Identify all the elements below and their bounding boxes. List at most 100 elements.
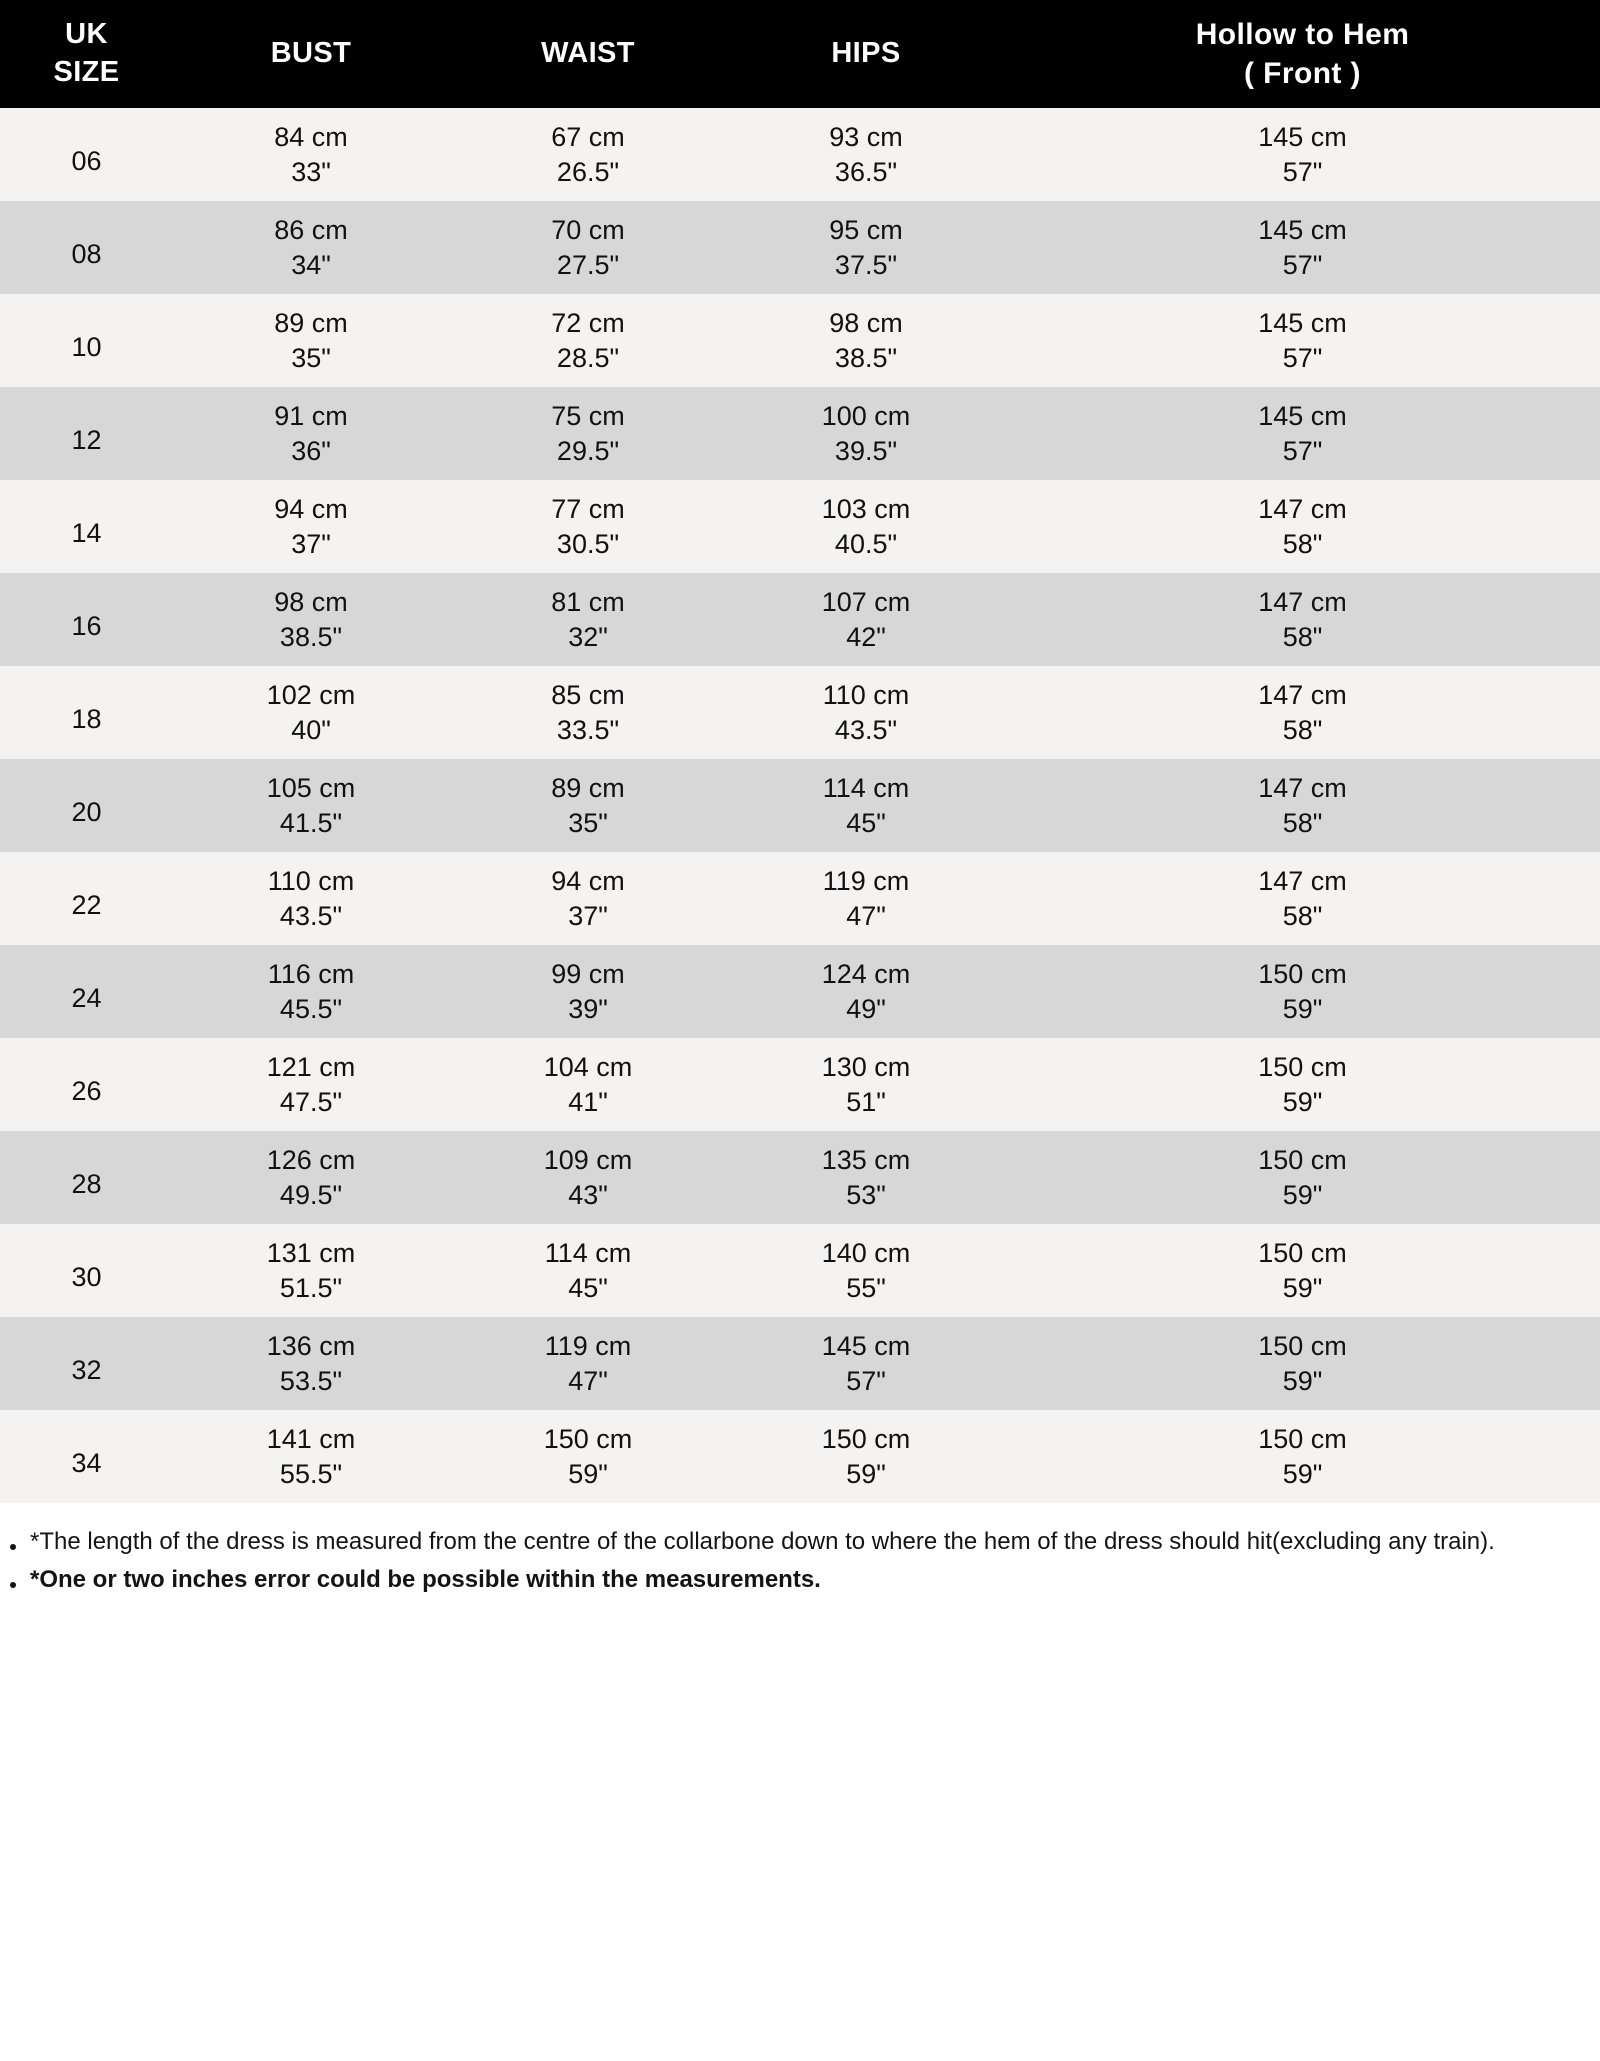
- value-cm: 107 cm: [821, 586, 911, 617]
- footnote: *One or two inches error could be possib…: [8, 1563, 1568, 1597]
- value-cm: 93 cm: [829, 121, 903, 152]
- value-inch: 33.5": [556, 714, 620, 745]
- cell-hollow-to-hem: 150 cm 59": [1005, 1038, 1600, 1131]
- cell-hollow-to-hem: 145 cm 57": [1005, 108, 1600, 201]
- cell-uk-size: 22: [71, 890, 102, 921]
- column-header-line: WAIST: [541, 37, 635, 70]
- cell-waist: 77 cm 30.5": [449, 480, 727, 573]
- column-header-line: HIPS: [831, 37, 901, 70]
- value-cm: 110 cm: [267, 865, 355, 896]
- cell-waist: 85 cm 33.5": [449, 666, 727, 759]
- table-row: 22 110 cm 43.5" 94 cm 37" 119 cm 47" 147 cm 58": [0, 852, 1600, 945]
- cell-bust: 116 cm 45.5": [173, 945, 449, 1038]
- cell-hollow-to-hem: 145 cm 57": [1005, 387, 1600, 480]
- cell-uk-size: 18: [71, 704, 102, 735]
- footnote: *The length of the dress is measured fro…: [8, 1525, 1568, 1559]
- value-cm: 86 cm: [274, 214, 348, 245]
- cell-hips: 119 cm 47": [727, 852, 1005, 945]
- value-inch: 59": [1282, 1179, 1323, 1210]
- value-cm: 121 cm: [266, 1051, 356, 1082]
- value-inch: 38.5": [279, 621, 343, 652]
- value-cm: 145 cm: [1258, 121, 1347, 152]
- bullet-icon: [10, 1543, 16, 1550]
- cell-waist: 72 cm 28.5": [449, 294, 727, 387]
- cell-waist: 150 cm 59": [449, 1410, 727, 1503]
- value-inch: 59": [1282, 1086, 1323, 1117]
- cell-uk-size: 28: [71, 1169, 102, 1200]
- value-cm: 95 cm: [829, 214, 903, 245]
- cell-hollow-to-hem: 150 cm 59": [1005, 1224, 1600, 1317]
- value-cm: 147 cm: [1258, 865, 1347, 896]
- value-cm: 119 cm: [544, 1330, 632, 1361]
- cell-bust: 91 cm 36": [173, 387, 449, 480]
- cell-bust: 126 cm 49.5": [173, 1131, 449, 1224]
- value-inch: 41": [568, 1086, 608, 1117]
- value-inch: 26.5": [556, 156, 620, 187]
- cell-waist: 94 cm 37": [449, 852, 727, 945]
- value-cm: 130 cm: [821, 1051, 911, 1082]
- cell-uk-size: 10: [71, 332, 102, 363]
- table-row: 26 121 cm 47.5" 104 cm 41" 130 cm 51" 150 cm 59": [0, 1038, 1600, 1131]
- cell-waist: 67 cm 26.5": [449, 108, 727, 201]
- cell-hips: 95 cm 37.5": [727, 201, 1005, 294]
- value-cm: 84 cm: [274, 121, 348, 152]
- footnotes: *The length of the dress is measured fro…: [0, 1503, 1600, 1610]
- cell-waist: 114 cm 45": [449, 1224, 727, 1317]
- cell-hollow-to-hem: 147 cm 58": [1005, 852, 1600, 945]
- cell-hips: 150 cm 59": [727, 1410, 1005, 1503]
- cell-bust: 98 cm 38.5": [173, 573, 449, 666]
- cell-hollow-to-hem: 150 cm 59": [1005, 1131, 1600, 1224]
- cell-waist: 109 cm 43": [449, 1131, 727, 1224]
- table-row: 24 116 cm 45.5" 99 cm 39" 124 cm 49" 150 cm 59": [0, 945, 1600, 1038]
- value-cm: 150 cm: [1258, 1330, 1347, 1361]
- value-cm: 72 cm: [551, 307, 625, 338]
- value-cm: 81 cm: [551, 586, 625, 617]
- value-cm: 145 cm: [1258, 307, 1347, 338]
- value-inch: 53.5": [279, 1365, 343, 1396]
- table-row: 34 141 cm 55.5" 150 cm 59" 150 cm 59" 150 cm 59": [0, 1410, 1600, 1503]
- value-cm: 140 cm: [821, 1237, 911, 1268]
- cell-bust: 141 cm 55.5": [173, 1410, 449, 1503]
- value-inch: 58": [1282, 528, 1323, 559]
- cell-uk-size: 16: [71, 611, 102, 642]
- value-inch: 37": [291, 528, 331, 559]
- column-header-hollow-to-hem: Hollow to Hem ( Front ): [1005, 0, 1600, 108]
- value-cm: 145 cm: [1258, 214, 1347, 245]
- value-cm: 77 cm: [551, 493, 625, 524]
- value-inch: 53": [846, 1179, 886, 1210]
- table-body: 06 84 cm 33" 67 cm 26.5" 93 cm 36.5" 145 cm 57" 0…: [0, 108, 1600, 1503]
- value-inch: 30.5": [556, 528, 620, 559]
- value-inch: 55.5": [279, 1458, 343, 1489]
- cell-bust: 102 cm 40": [173, 666, 449, 759]
- value-inch: 57": [1282, 249, 1323, 280]
- value-cm: 147 cm: [1258, 586, 1347, 617]
- value-cm: 70 cm: [551, 214, 625, 245]
- cell-hips: 100 cm 39.5": [727, 387, 1005, 480]
- cell-waist: 81 cm 32": [449, 573, 727, 666]
- value-inch: 51": [846, 1086, 886, 1117]
- table-row: 16 98 cm 38.5" 81 cm 32" 107 cm 42" 147 cm 58": [0, 573, 1600, 666]
- value-inch: 33": [291, 156, 331, 187]
- value-inch: 40": [291, 714, 331, 745]
- value-inch: 37": [568, 900, 608, 931]
- value-inch: 51.5": [279, 1272, 343, 1303]
- cell-uk-size: 12: [71, 425, 102, 456]
- cell-hollow-to-hem: 147 cm 58": [1005, 573, 1600, 666]
- cell-bust: 105 cm 41.5": [173, 759, 449, 852]
- value-inch: 59": [846, 1458, 886, 1489]
- cell-uk-size: 06: [71, 146, 102, 177]
- cell-waist: 75 cm 29.5": [449, 387, 727, 480]
- table-row: 18 102 cm 40" 85 cm 33.5" 110 cm 43.5" 147 cm 58…: [0, 666, 1600, 759]
- value-inch: 32": [568, 621, 608, 652]
- value-cm: 150 cm: [1258, 1237, 1347, 1268]
- value-cm: 147 cm: [1258, 493, 1347, 524]
- cell-bust: 110 cm 43.5": [173, 852, 449, 945]
- cell-hips: 130 cm 51": [727, 1038, 1005, 1131]
- value-inch: 41.5": [279, 807, 343, 838]
- value-inch: 49": [846, 993, 886, 1024]
- value-cm: 150 cm: [543, 1423, 633, 1454]
- table-header: UK SIZE BUST WAIST HIPS Hollow to Hem ( Front …: [0, 0, 1600, 108]
- value-cm: 145 cm: [1258, 400, 1347, 431]
- value-inch: 45.5": [279, 993, 343, 1024]
- value-cm: 145 cm: [821, 1330, 911, 1361]
